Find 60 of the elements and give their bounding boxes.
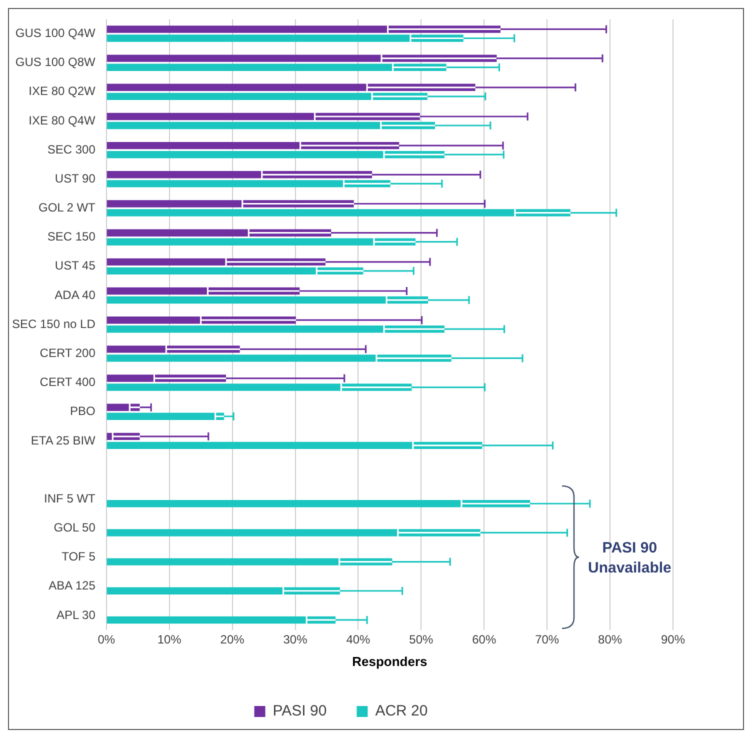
legend-label: PASI 90 — [272, 702, 327, 720]
bar — [106, 64, 446, 71]
annotation: PASI 90 Unavailable — [588, 539, 672, 576]
x-tick-label: 90% — [660, 632, 686, 647]
x-tick-label: 40% — [346, 632, 371, 647]
bar — [106, 171, 372, 178]
bar — [106, 354, 452, 362]
bar — [106, 84, 476, 92]
bar — [106, 34, 464, 42]
x-tick-label: 80% — [598, 632, 622, 647]
bar — [106, 122, 436, 130]
bar — [106, 500, 530, 508]
x-tick-label: 10% — [157, 632, 182, 647]
x-tick-label: 60% — [472, 632, 496, 647]
bar — [106, 267, 364, 275]
bar — [106, 200, 354, 208]
y-tick-label: CERT 400 — [40, 375, 96, 390]
y-tick-label: GOL 50 — [54, 520, 96, 535]
x-tick-label: 0% — [98, 632, 116, 647]
y-tick-label: GOL 2 WT — [38, 200, 96, 215]
y-tick-label: IXE 80 Q2W — [28, 84, 96, 98]
y-tick-label: GUS 100 Q4W — [15, 26, 96, 40]
y-tick-label: GUS 100 Q8W — [15, 55, 96, 70]
y-tick-label: CERT 200 — [40, 346, 96, 360]
x-axis-title: Responders — [352, 654, 428, 669]
x-tick-label: 20% — [220, 632, 245, 647]
bar — [106, 326, 444, 333]
bar — [106, 54, 497, 62]
y-tick-label: SEC 300 — [47, 142, 96, 156]
bar — [106, 180, 390, 188]
bar — [106, 209, 570, 216]
y-tick-label: UST 90 — [54, 171, 96, 186]
bar — [106, 229, 332, 236]
bar — [106, 587, 340, 594]
x-tick-label: 30% — [283, 632, 308, 647]
y-tick-label: PBO — [70, 404, 96, 418]
bar — [106, 529, 480, 536]
y-tick-label: ADA 40 — [54, 288, 96, 302]
y-tick-label: INF 5 WT — [44, 491, 96, 506]
x-tick-label: 50% — [409, 632, 434, 647]
bar — [106, 384, 412, 391]
y-tick-label: ABA 125 — [48, 578, 96, 593]
y-tick-label: TOF 5 — [62, 550, 96, 564]
y-tick-label: APL 30 — [56, 608, 96, 622]
bar — [106, 442, 482, 450]
bar — [106, 412, 224, 420]
legend-label: ACR 20 — [375, 702, 428, 720]
x-tick-label: 70% — [535, 632, 560, 647]
bar — [106, 26, 500, 33]
bar — [106, 616, 336, 624]
bar — [106, 558, 392, 566]
bar — [106, 296, 428, 304]
bar — [106, 92, 428, 100]
y-tick-label: UST 45 — [54, 258, 96, 273]
bar — [106, 238, 416, 246]
y-tick-label: SEC 150 — [47, 230, 96, 244]
y-tick-label: ETA 25 BIW — [30, 433, 96, 448]
bar — [106, 150, 444, 158]
y-tick-label: IXE 80 Q4W — [28, 113, 96, 128]
y-tick-label: SEC 150 no LD — [12, 316, 96, 331]
